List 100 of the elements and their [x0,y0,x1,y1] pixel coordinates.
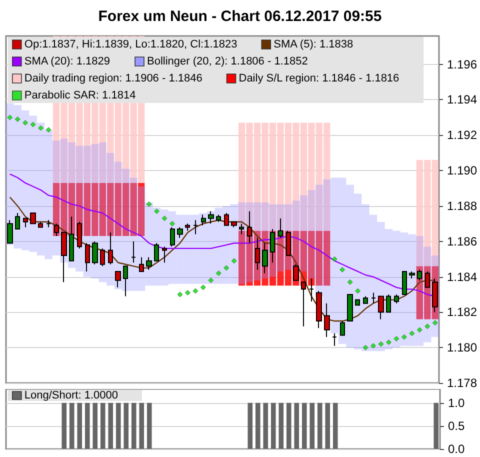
candlestick [378,296,384,320]
point [177,292,183,298]
candlestick [340,320,345,336]
point [432,320,438,326]
candlestick [324,302,330,338]
bar [106,152,114,286]
line-series [9,196,436,322]
candlestick [154,242,159,262]
legend-label: Long/Short: 1.0000 [24,390,118,402]
bar [408,234,416,346]
candlestick [15,212,20,230]
legend-label: SMA (20): 1.1829 [24,56,110,68]
bar [300,195,308,272]
legend-label: Parabolic SAR: 1.1814 [24,90,136,102]
y-tick-label: 1.194 [446,92,478,107]
point [30,122,36,128]
bar [52,140,60,256]
bar [322,179,331,316]
bar [369,214,378,352]
candlestick [201,214,206,226]
candlestick [224,212,229,226]
point [378,341,384,347]
legend-label: Daily S/L region: 1.1846 - 1.1816 [238,72,400,84]
candlestick [332,332,337,346]
bar [308,190,316,279]
bar [230,204,238,284]
candlestick [162,246,167,264]
point [184,290,190,296]
candlestick [394,294,399,304]
candlestick [293,264,299,281]
point [386,340,392,346]
bar [338,178,346,344]
point [394,336,400,342]
point [332,256,338,262]
bar [330,178,338,334]
y-tick-label: 1.186 [446,234,478,248]
point [146,201,152,207]
point [424,324,430,330]
candlestick [371,292,376,304]
candlestick [131,240,136,264]
bar [44,130,52,260]
candlestick [115,270,121,288]
candlestick [92,240,98,265]
candlestick [347,294,353,322]
candlestick [417,269,422,281]
point [362,344,368,350]
bar [362,204,370,352]
point [192,288,198,294]
candlestick [239,223,244,235]
y-tick-label: 1.0 [448,396,466,410]
candlestick [7,220,13,244]
candlestick [38,221,43,228]
candlestick [30,212,36,224]
legend-label: Bollinger (20, 2): 1.1806 - 1.1852 [147,56,308,68]
candlestick [23,218,28,228]
bar [292,200,300,270]
bar [137,186,146,291]
bar [192,214,200,284]
point [370,343,376,349]
candlestick [54,223,59,237]
candlestick [363,296,368,304]
legend-label: Daily trading region: 1.1906 - 1.1846 [24,72,202,84]
candlestick [170,226,175,248]
candlestick [425,270,430,288]
y-tick-label: 1.184 [446,270,478,284]
legend-label: Op:1.1837, Hi:1.1839, Lo:1.1820, Cl:1.1823 [24,38,238,50]
point [347,279,353,285]
legend-label: SMA (5): 1.1838 [274,38,354,50]
candlestick [100,248,105,267]
y-tick-label: 0.0 [448,442,466,456]
y-tick-label: 1.178 [446,376,478,390]
candlestick [231,221,237,228]
bar [21,110,30,250]
point [162,216,168,222]
candlestick [139,256,144,272]
y-tick-label: 1.192 [446,128,478,142]
candlestick [177,226,183,238]
y-tick-label: 1.196 [446,57,478,72]
point [14,116,20,122]
y-tick-label: 0.5 [448,418,466,433]
y-tick-label: 1.180 [446,340,478,355]
candlestick [123,266,128,297]
candlestick [355,299,360,306]
bar [36,122,45,256]
candlestick [409,270,415,280]
chart-title: Forex um Neun - Chart 06.12.2017 09:55 [98,8,382,25]
point [355,288,361,294]
bar [315,184,323,296]
bar [98,142,107,282]
bar [122,168,130,291]
bar [114,162,122,290]
y-tick-label: 1.188 [446,198,478,213]
y-tick-label: 1.182 [446,305,478,320]
candlestick [386,294,391,313]
candlestick [402,270,407,295]
point [38,125,44,131]
bar [416,236,424,346]
point [46,127,52,133]
candlestick [46,220,51,228]
candlestick [85,242,90,272]
